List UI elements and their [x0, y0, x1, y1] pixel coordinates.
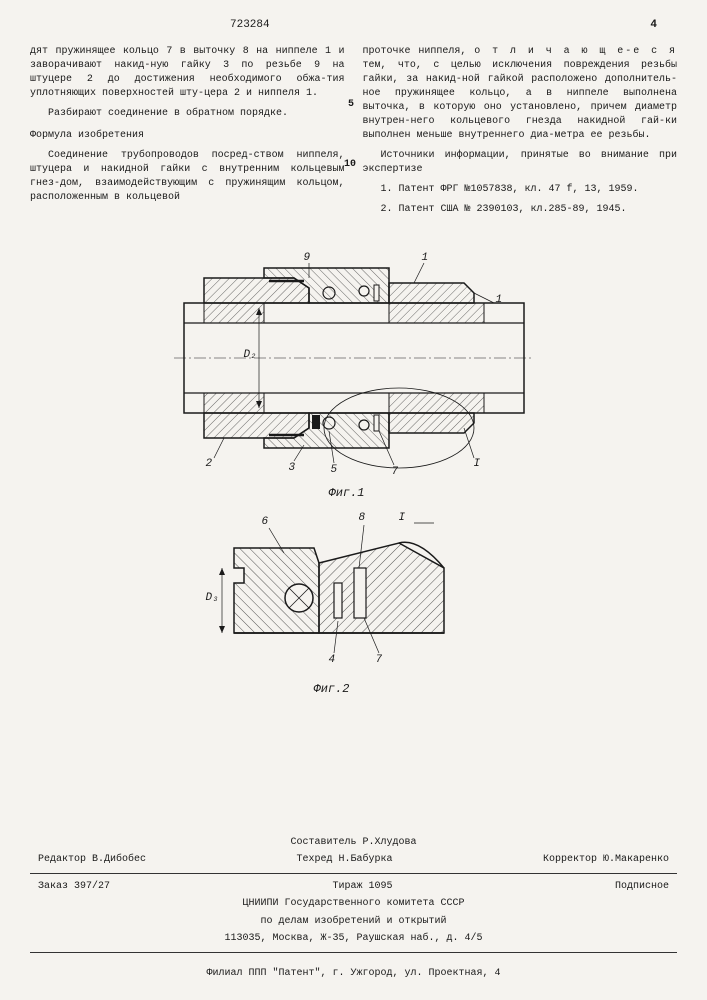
editor: Редактор В.Дибобес [38, 853, 146, 867]
address: 113035, Москва, Ж-35, Раушская наб., д. … [30, 930, 677, 948]
figure-2: 6 8 I D₃ 4 7 [204, 513, 454, 678]
fig2-label-8: 8 [359, 511, 366, 526]
footer: Составитель Р.Хлудова Редактор В.Дибобес… [30, 834, 677, 981]
formula-title: Формула изобретения [30, 129, 345, 143]
patent-number: 723284 [230, 18, 270, 33]
sources-title: Источники информации, принятые во вниман… [363, 149, 678, 177]
fig2-label-I: I [399, 511, 406, 526]
fig1-label-I: I [474, 457, 481, 472]
right-column: проточке ниппеля, о т л и ч а ю щ е-е с … [363, 45, 678, 223]
credits-row: Редактор В.Дибобес Техред Н.Бабурка Корр… [30, 851, 677, 869]
fig2-label-6: 6 [262, 515, 269, 530]
left-para-1: дят пружинящее кольцо 7 в выточку 8 на н… [30, 45, 345, 101]
figures-area: 9 1 1 D₂ 2 3 5 7 I Фиг.1 [164, 233, 544, 703]
fig1-dim-d2: D₂ [244, 348, 257, 363]
left-para-2: Разбирают соединение в обратном порядке. [30, 107, 345, 121]
order-row: Заказ 397/27 Тираж 1095 Подписное [30, 878, 677, 896]
branch: Филиал ППП "Патент", г. Ужгород, ул. Про… [30, 967, 677, 981]
fig1-label-9: 9 [304, 251, 311, 266]
order: Заказ 397/27 [38, 880, 110, 894]
header: 723284 4 [30, 18, 677, 33]
fig1-label-1-right: 1 [496, 293, 503, 308]
right-para-1: проточке ниппеля, о т л и ч а ю щ е-е с … [363, 45, 678, 143]
fig1-label-3: 3 [289, 461, 296, 476]
techred: Техред Н.Бабурка [296, 853, 392, 867]
source-1: 1. Патент ФРГ №1057838, кл. 47 f, 13, 19… [363, 183, 678, 197]
fig2-label-4: 4 [329, 653, 336, 668]
line-number-10: 10 [344, 158, 356, 172]
fig1-label-1-top: 1 [422, 251, 429, 266]
page-number: 4 [650, 18, 657, 33]
line-number-5: 5 [348, 98, 354, 112]
compiler-row: Составитель Р.Хлудова [30, 834, 677, 852]
fig1-label-7: 7 [392, 465, 399, 480]
fig1-label-2: 2 [206, 457, 213, 472]
fig1-caption: Фиг.1 [329, 485, 365, 501]
fig1-label-5: 5 [331, 463, 338, 478]
org-1: ЦНИИПИ Государственного комитета СССР [30, 895, 677, 913]
org-2: по делам изобретений и открытий [30, 913, 677, 931]
figure-1: 9 1 1 D₂ 2 3 5 7 I [164, 233, 544, 493]
tirage: Тираж 1095 [332, 880, 392, 894]
source-2: 2. Патент США № 2390103, кл.285-89, 1945… [363, 203, 678, 217]
fig2-caption: Фиг.2 [314, 681, 350, 697]
corrector: Корректор Ю.Макаренко [543, 853, 669, 867]
fig2-label-7: 7 [376, 653, 383, 668]
left-para-3: Соединение трубопроводов посред-ством ни… [30, 149, 345, 205]
subscription: Подписное [615, 880, 669, 894]
text-columns: дят пружинящее кольцо 7 в выточку 8 на н… [30, 45, 677, 223]
fig2-dim-d3: D₃ [206, 591, 219, 606]
left-column: дят пружинящее кольцо 7 в выточку 8 на н… [30, 45, 345, 223]
